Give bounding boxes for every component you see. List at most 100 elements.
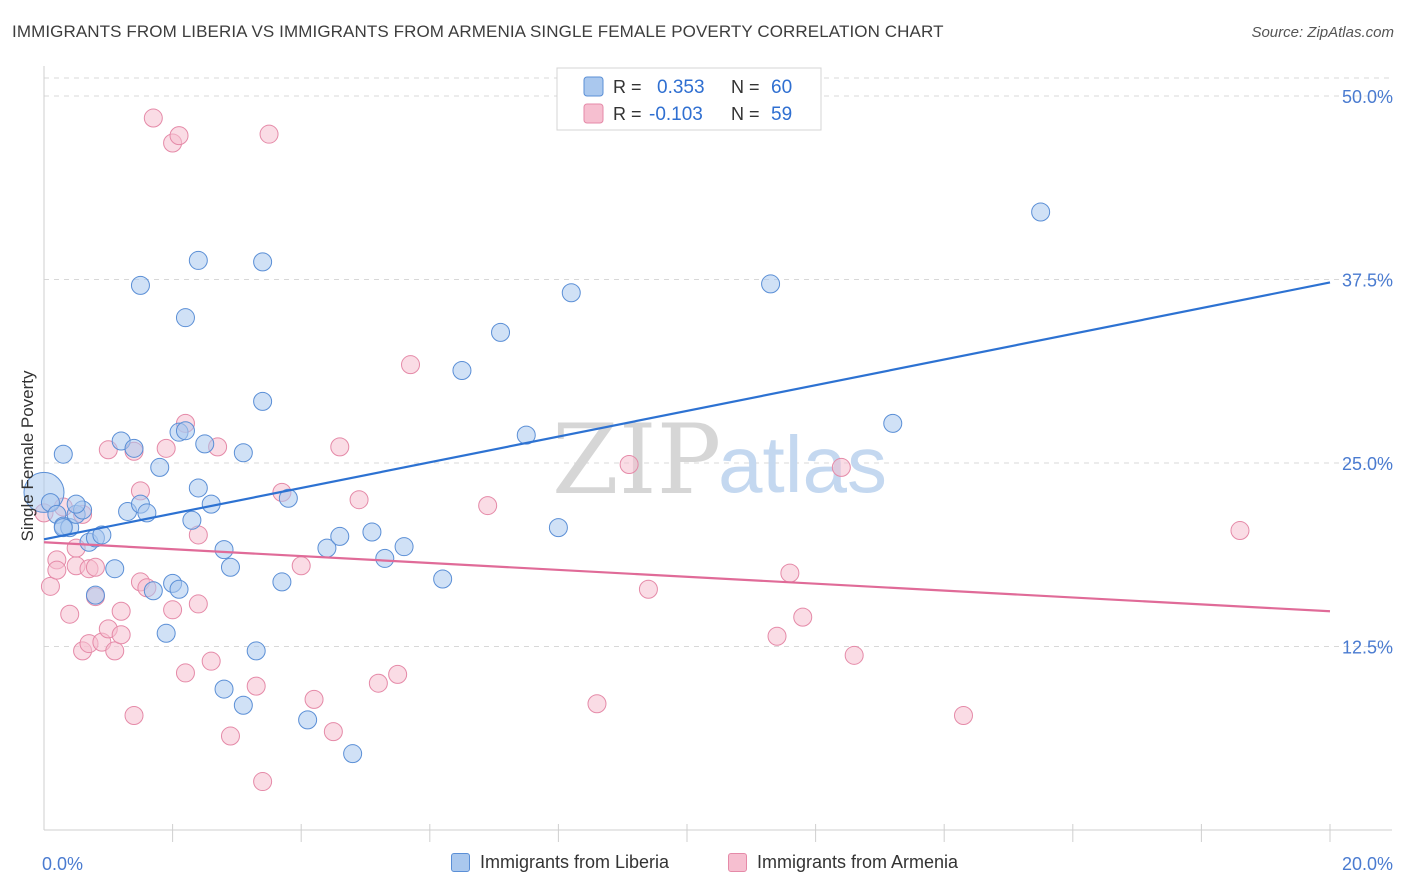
data-point-liberia xyxy=(452,361,472,381)
legend-label-armenia: Immigrants from Armenia xyxy=(757,852,959,872)
legend-item-liberia[interactable]: Immigrants from Liberia xyxy=(451,852,669,873)
data-point-armenia xyxy=(163,600,183,620)
data-point-armenia xyxy=(259,124,279,144)
gridlines xyxy=(44,77,1392,648)
legend-label-liberia: Immigrants from Liberia xyxy=(480,852,670,872)
data-point-armenia xyxy=(188,594,208,614)
y-tick-label: 12.5% xyxy=(1342,638,1393,658)
data-point-armenia xyxy=(156,438,176,458)
source-label: Source: ZipAtlas.com xyxy=(1251,24,1394,41)
trend-lines xyxy=(43,281,1331,613)
data-point-liberia xyxy=(53,444,73,464)
data-point-armenia xyxy=(291,556,311,576)
y-tick-label: 25.0% xyxy=(1342,454,1393,474)
data-point-armenia xyxy=(111,601,131,621)
x-tick-labels: 0.0% 20.0% xyxy=(42,854,1393,874)
data-point-armenia xyxy=(478,496,498,516)
data-point-liberia xyxy=(105,559,125,579)
data-point-liberia xyxy=(182,510,202,530)
legend-n-label-2: N = xyxy=(731,104,760,124)
data-point-liberia xyxy=(883,413,903,433)
data-point-armenia xyxy=(323,722,343,742)
data-point-armenia xyxy=(638,579,658,599)
correlation-legend: R = 0.353 N = 60 R = -0.103 N = 59 xyxy=(556,67,822,131)
data-point-liberia xyxy=(246,641,266,661)
data-point-armenia xyxy=(105,641,125,661)
data-point-armenia xyxy=(60,604,80,624)
data-point-liberia xyxy=(150,457,170,477)
legend-swatch-liberia xyxy=(583,76,604,97)
data-point-liberia xyxy=(253,252,273,272)
data-point-armenia xyxy=(953,705,973,725)
data-point-armenia xyxy=(246,676,266,696)
data-point-armenia xyxy=(844,645,864,665)
legend-swatch-armenia xyxy=(728,853,747,872)
chart-title: IMMIGRANTS FROM LIBERIA VS IMMIGRANTS FR… xyxy=(12,22,944,41)
data-point-armenia xyxy=(47,560,67,580)
x-tick-label: 20.0% xyxy=(1342,854,1393,874)
data-point-liberia xyxy=(561,283,581,303)
data-point-liberia xyxy=(124,438,144,458)
legend-swatch-armenia xyxy=(583,103,604,124)
legend-r-value-liberia: 0.353 xyxy=(657,77,705,98)
y-tick-label: 37.5% xyxy=(1342,271,1393,291)
legend-r-label-2: R = xyxy=(613,104,642,124)
data-point-liberia xyxy=(214,540,234,560)
axes xyxy=(43,66,1392,842)
data-point-liberia xyxy=(233,695,253,715)
data-point-liberia xyxy=(156,623,176,643)
data-point-armenia xyxy=(111,625,131,645)
data-point-armenia xyxy=(175,663,195,683)
data-point-liberia xyxy=(253,391,273,411)
data-point-liberia xyxy=(130,275,150,295)
data-point-liberia xyxy=(394,537,414,557)
data-point-armenia xyxy=(201,651,221,671)
data-point-liberia xyxy=(433,569,453,589)
data-point-liberia xyxy=(195,434,215,454)
data-point-liberia xyxy=(330,526,350,546)
legend-item-armenia[interactable]: Immigrants from Armenia xyxy=(728,852,958,873)
data-point-liberia xyxy=(272,572,292,592)
data-point-armenia xyxy=(780,563,800,583)
series-liberia-points xyxy=(23,202,1051,764)
legend-r-value-armenia: -0.103 xyxy=(649,104,703,125)
data-point-armenia xyxy=(401,355,421,375)
data-point-armenia xyxy=(368,673,388,693)
data-point-liberia xyxy=(375,548,395,568)
data-point-liberia xyxy=(175,421,195,441)
data-point-armenia xyxy=(587,694,607,714)
series-legend: Immigrants from Liberia Immigrants from … xyxy=(0,852,1406,878)
data-point-armenia xyxy=(253,772,273,792)
data-point-armenia xyxy=(330,437,350,457)
data-point-armenia xyxy=(124,705,144,725)
data-point-armenia xyxy=(831,457,851,477)
y-tick-label: 50.0% xyxy=(1342,87,1393,107)
legend-swatch-liberia xyxy=(451,853,470,872)
x-tick-label: 0.0% xyxy=(42,854,83,874)
data-point-liberia xyxy=(188,478,208,498)
legend-n-value-armenia: 59 xyxy=(771,104,792,125)
trend-line-armenia xyxy=(43,541,1331,613)
data-point-armenia xyxy=(349,490,369,510)
trend-line-liberia xyxy=(43,281,1331,541)
data-point-armenia xyxy=(1230,521,1250,541)
data-point-armenia xyxy=(85,557,105,577)
data-point-armenia xyxy=(793,607,813,627)
data-point-liberia xyxy=(233,443,253,463)
data-point-liberia xyxy=(298,710,318,730)
data-point-liberia xyxy=(214,679,234,699)
y-axis-label: Single Female Poverty xyxy=(18,370,37,542)
legend-r-label-1: R = xyxy=(613,77,642,97)
data-point-armenia xyxy=(40,576,60,596)
data-point-armenia xyxy=(304,689,324,709)
data-point-armenia xyxy=(388,664,408,684)
watermark-atlas: atlas xyxy=(718,420,887,509)
legend-n-value-liberia: 60 xyxy=(771,77,792,98)
data-point-liberia xyxy=(85,585,105,605)
data-point-liberia xyxy=(343,744,363,764)
data-point-armenia xyxy=(619,454,639,474)
legend-n-label-1: N = xyxy=(731,77,760,97)
data-point-liberia xyxy=(1031,202,1051,222)
data-point-liberia xyxy=(278,488,298,508)
